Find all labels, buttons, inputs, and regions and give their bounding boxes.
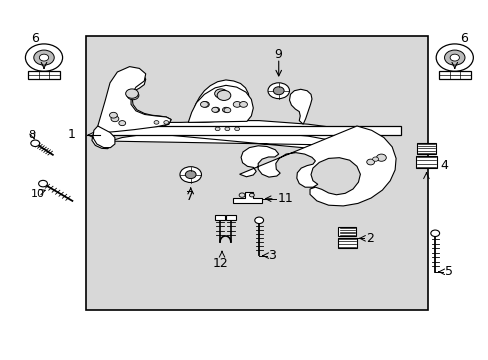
Text: 2: 2 (365, 232, 373, 245)
Circle shape (39, 54, 48, 61)
Polygon shape (98, 72, 171, 132)
Text: 5: 5 (444, 265, 452, 278)
Text: 9: 9 (273, 48, 281, 60)
Circle shape (109, 112, 117, 118)
Bar (337, 238, 356, 248)
Circle shape (224, 127, 229, 131)
Text: 8: 8 (28, 130, 35, 140)
Circle shape (111, 116, 119, 122)
Text: 11: 11 (277, 192, 293, 205)
Polygon shape (92, 131, 112, 149)
Circle shape (163, 121, 168, 124)
Text: 7: 7 (185, 190, 193, 203)
Circle shape (180, 167, 201, 183)
Bar (215, 215, 224, 220)
Bar (416, 143, 435, 154)
Polygon shape (239, 126, 395, 206)
Polygon shape (98, 126, 400, 135)
Circle shape (25, 44, 62, 71)
Circle shape (449, 54, 459, 61)
Bar (28, 71, 60, 79)
Circle shape (444, 50, 464, 65)
Polygon shape (93, 126, 115, 148)
Circle shape (34, 50, 54, 65)
Text: 3: 3 (267, 249, 275, 262)
Bar (225, 215, 235, 220)
Bar (438, 71, 469, 79)
Bar (338, 228, 355, 236)
Text: 10: 10 (31, 189, 45, 199)
Text: 6: 6 (459, 32, 467, 45)
Circle shape (224, 108, 230, 113)
Polygon shape (110, 121, 378, 155)
Text: 4: 4 (439, 159, 447, 172)
Circle shape (212, 107, 219, 112)
Circle shape (372, 157, 378, 161)
Circle shape (39, 180, 47, 187)
Text: 12: 12 (213, 257, 228, 270)
Bar (415, 156, 436, 168)
Circle shape (217, 90, 230, 100)
Polygon shape (233, 192, 261, 203)
Circle shape (125, 89, 138, 98)
Circle shape (233, 102, 241, 107)
Circle shape (200, 102, 208, 107)
Circle shape (214, 89, 227, 98)
Circle shape (201, 102, 209, 107)
Circle shape (239, 102, 247, 107)
Text: 6: 6 (31, 32, 39, 45)
Circle shape (254, 217, 263, 224)
Circle shape (435, 44, 472, 71)
Bar (85, 36, 427, 310)
Circle shape (267, 83, 289, 99)
Polygon shape (190, 80, 249, 122)
Circle shape (239, 193, 244, 197)
Circle shape (127, 91, 139, 100)
Text: 1: 1 (68, 129, 76, 141)
Circle shape (273, 87, 284, 95)
Circle shape (211, 107, 218, 112)
Polygon shape (188, 85, 253, 122)
Circle shape (215, 127, 220, 131)
Circle shape (119, 121, 125, 126)
Polygon shape (289, 89, 311, 124)
Circle shape (154, 121, 159, 124)
Circle shape (249, 193, 254, 197)
Polygon shape (98, 67, 171, 132)
Circle shape (366, 159, 374, 165)
Circle shape (234, 127, 239, 131)
Circle shape (31, 140, 40, 147)
Circle shape (222, 107, 229, 112)
Circle shape (185, 171, 196, 179)
Circle shape (430, 230, 439, 237)
Circle shape (376, 154, 386, 161)
